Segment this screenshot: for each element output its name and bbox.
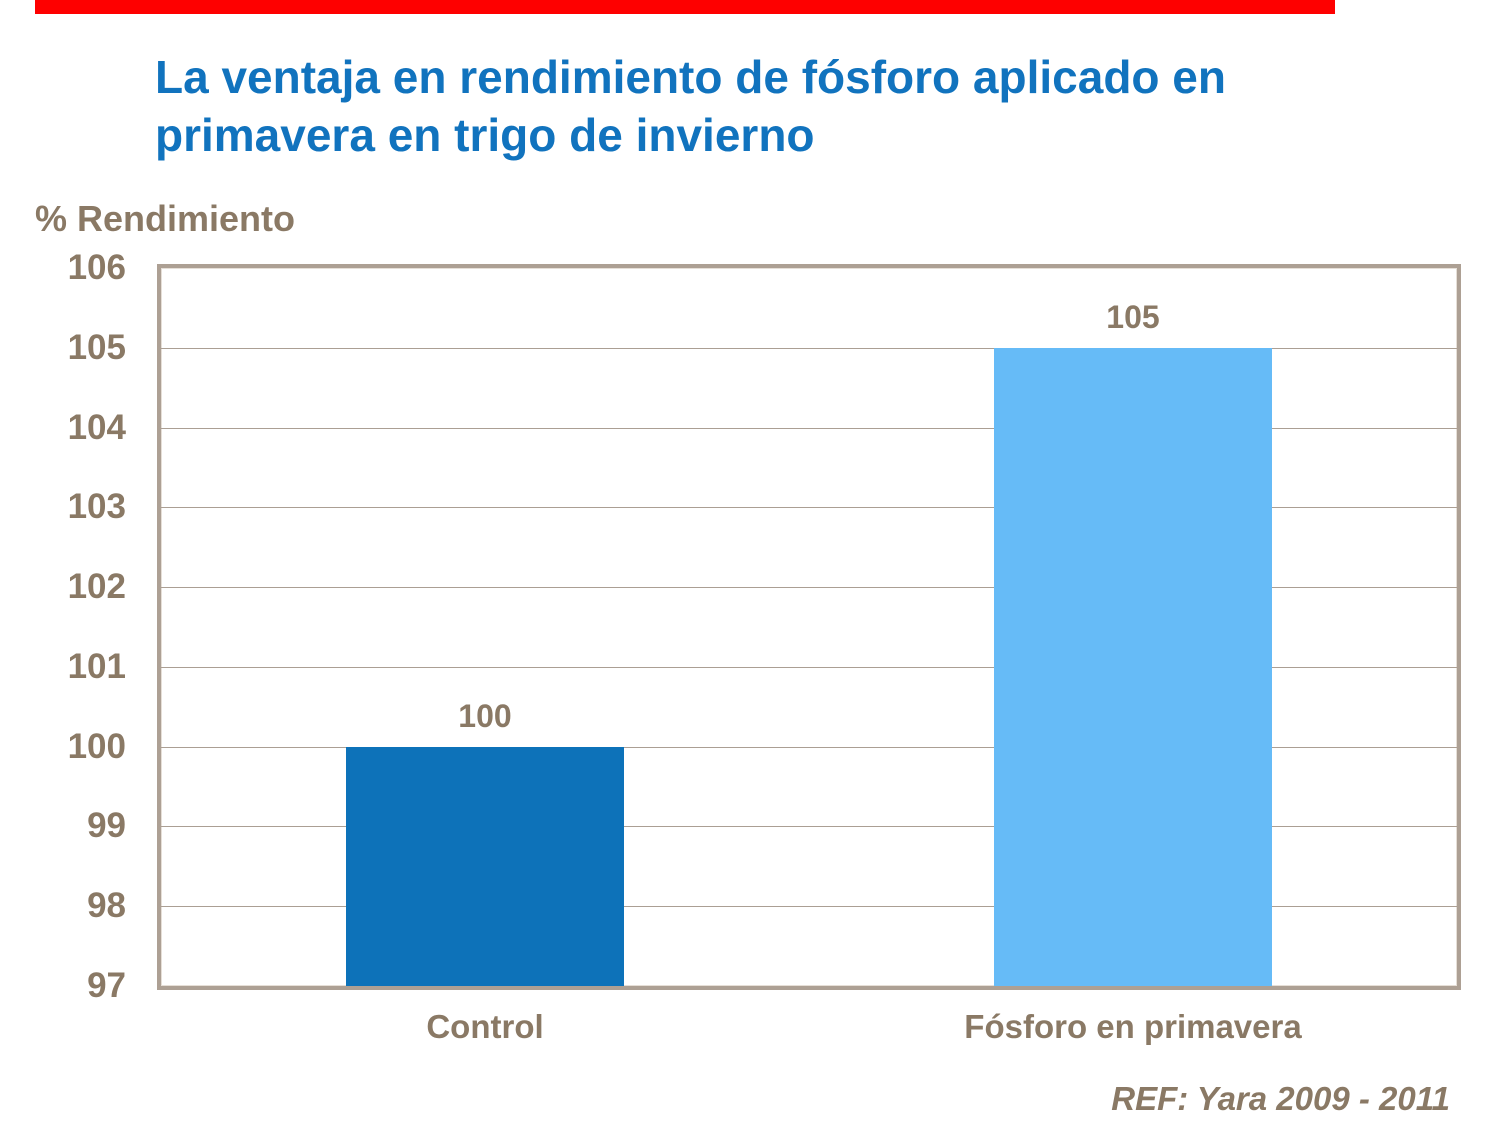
- y-tick-label-100: 100: [67, 726, 126, 766]
- bar-value-label-fosforo-en-primavera: 105: [1106, 298, 1160, 335]
- y-tick-label-105: 105: [67, 327, 126, 367]
- y-axis-title: % Rendimiento: [35, 198, 296, 239]
- gridline-102: [161, 587, 1457, 589]
- slide-title: La ventaja en rendimiento de fósforo apl…: [155, 48, 1375, 164]
- slide-title-line1: La ventaja en rendimiento de fósforo apl…: [155, 51, 1226, 103]
- y-tick-label-99: 99: [87, 806, 126, 846]
- x-category-label-fosforo-en-primavera: Fósforo en primavera: [964, 1008, 1302, 1045]
- gridline-101: [161, 666, 1457, 668]
- slide-title-line2: primavera en trigo de invierno: [155, 109, 815, 161]
- y-tick-label-97: 97: [87, 966, 126, 1005]
- gridline-99: [161, 826, 1457, 828]
- y-tick-label-106: 106: [67, 248, 126, 287]
- gridline-100: [161, 746, 1457, 748]
- gridline-105: [161, 347, 1457, 349]
- y-tick-label-101: 101: [67, 646, 126, 686]
- y-tick-label-104: 104: [67, 407, 126, 447]
- x-category-label-control: Control: [426, 1008, 544, 1045]
- top-accent-strip: [35, 0, 1335, 14]
- bar-control: [346, 746, 624, 986]
- y-tick-label-103: 103: [67, 487, 126, 527]
- gridline-103: [161, 507, 1457, 509]
- y-tick-label-102: 102: [67, 567, 126, 607]
- bar-fosforo-en-primavera: [994, 347, 1272, 986]
- bar-value-label-control: 100: [458, 697, 512, 734]
- gridline-104: [161, 427, 1457, 429]
- y-tick-label-98: 98: [87, 886, 126, 926]
- gridline-98: [161, 906, 1457, 908]
- reference-note: REF: Yara 2009 - 2011: [1111, 1080, 1450, 1117]
